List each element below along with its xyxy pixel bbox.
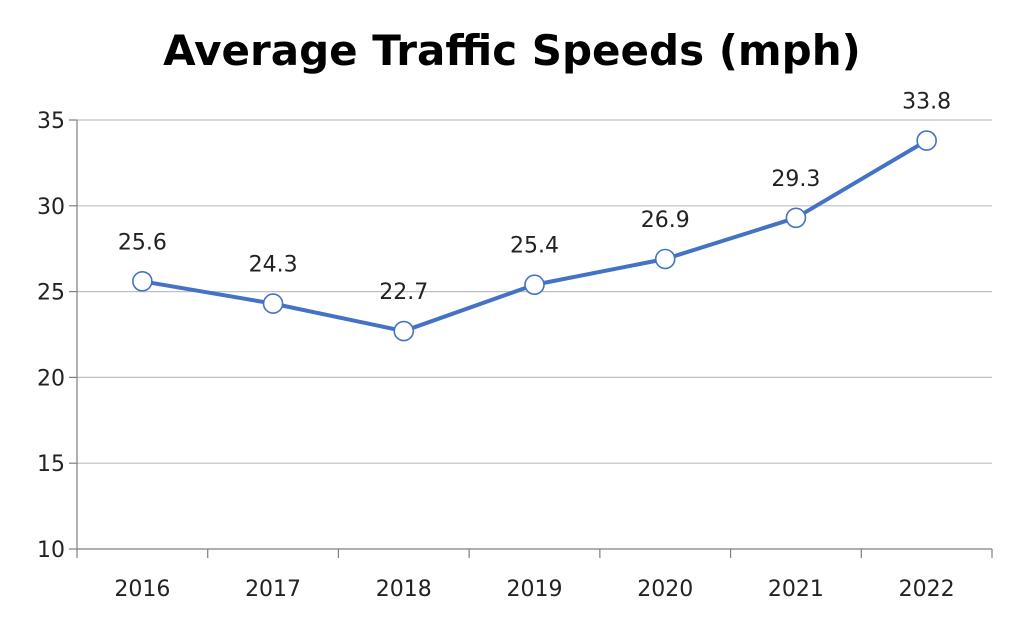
y-tick-label: 30	[37, 195, 65, 220]
x-tick-label: 2020	[637, 577, 693, 602]
y-tick-label: 10	[37, 538, 65, 563]
y-tick-label: 20	[37, 366, 65, 391]
x-tick-label: 2022	[899, 577, 955, 602]
axes	[69, 119, 993, 558]
x-tick-label: 2019	[507, 577, 563, 602]
data-point-2018	[393, 320, 415, 342]
data-labels: 25.6 24.3 22.7 25.4 26.9 29.3 33.8	[118, 90, 951, 305]
data-point-2020	[654, 248, 676, 270]
data-point-2016	[132, 271, 153, 292]
data-point-2022	[916, 130, 937, 151]
y-axis-ticks: 10 15 20 25 30 35	[37, 109, 65, 563]
data-label-2021: 29.3	[771, 167, 820, 192]
x-tick-label: 2017	[245, 577, 301, 602]
data-point-2017	[262, 293, 284, 314]
chart-title: Average Traffic Speeds (mph)	[163, 26, 861, 75]
data-label-2022: 33.8	[902, 90, 951, 115]
data-label-2018: 22.7	[379, 280, 428, 305]
y-tick-label: 25	[37, 281, 65, 306]
x-axis-ticks: 2016 2017 2018 2019 2020 2021 2022	[114, 577, 954, 602]
y-tick-label: 15	[37, 452, 65, 477]
x-tick-label: 2018	[376, 577, 432, 602]
data-label-2017: 24.3	[249, 253, 298, 278]
x-tick-label: 2021	[768, 577, 824, 602]
x-tick-label: 2016	[114, 577, 170, 602]
y-tick-label: 35	[37, 109, 65, 134]
data-point-2019	[524, 274, 545, 296]
data-label-2020: 26.9	[641, 208, 690, 233]
data-label-2016: 25.6	[118, 230, 167, 255]
data-label-2019: 25.4	[510, 234, 559, 259]
series-markers	[132, 130, 937, 342]
data-point-2021	[785, 207, 807, 229]
